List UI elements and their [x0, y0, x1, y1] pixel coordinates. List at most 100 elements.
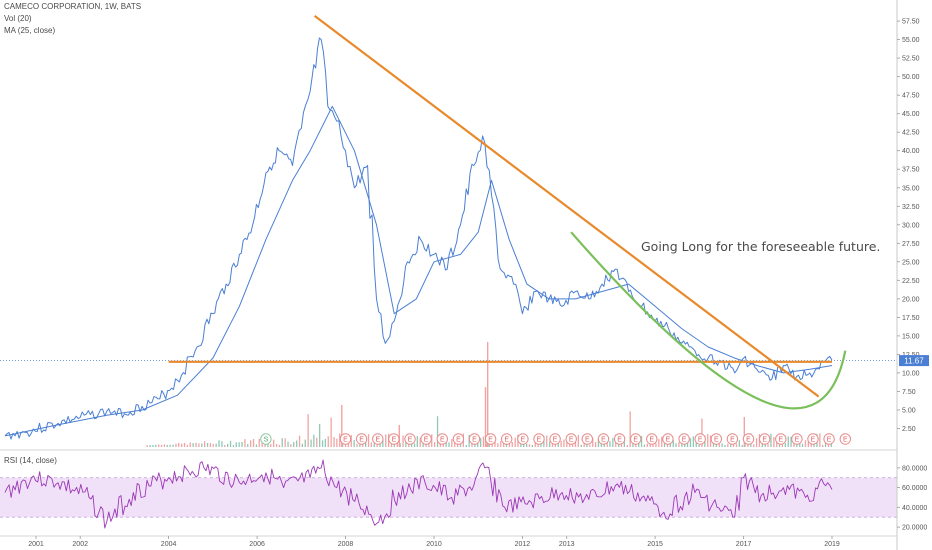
volume-bar: [181, 443, 183, 447]
volume-bar: [310, 439, 312, 447]
volume-bar: [799, 441, 801, 447]
earnings-event-marker: [613, 433, 626, 445]
volume-bar: [258, 438, 260, 447]
trend-line-descending: [313, 15, 820, 398]
volume-bar: [350, 435, 352, 447]
earnings-event-letter: E: [585, 437, 590, 444]
rsi-tick-label: 80.0000: [902, 465, 927, 472]
volume-bar: [402, 435, 404, 447]
volume-bar: [313, 434, 315, 447]
volume-bar: [609, 441, 611, 447]
earnings-event-letter: E: [569, 437, 574, 444]
volume-bar: [431, 434, 433, 447]
x-tick-label: 2001: [28, 541, 44, 548]
volume-bar: [278, 444, 281, 447]
y-tick-label: 15.00: [902, 333, 920, 340]
volume-bar: [238, 442, 240, 447]
volume-bar: [247, 443, 249, 447]
volume-bar: [221, 441, 223, 447]
volume-bar: [186, 444, 189, 447]
volume-bar: [485, 443, 487, 447]
legend-rsi: RSI (14, close): [4, 456, 57, 465]
volume-bar: [307, 414, 309, 447]
earnings-event-letter: E: [424, 437, 429, 444]
volume-bar: [229, 440, 232, 447]
x-tick-label: 2019: [824, 541, 840, 548]
rsi-line: [4, 459, 833, 529]
earnings-event-marker: [533, 433, 545, 445]
volume-bar: [201, 443, 203, 447]
earnings-event-letter: E: [649, 437, 654, 444]
volume-bar: [592, 438, 594, 447]
volume-bar: [531, 445, 533, 447]
volume-bar: [692, 436, 694, 447]
volume-bar: [701, 418, 703, 447]
earnings-event-letter: E: [504, 437, 509, 444]
volume-bar: [767, 443, 769, 447]
volume-bar: [209, 443, 212, 447]
earnings-event-letter: E: [795, 437, 800, 444]
split-event-marker: [260, 433, 272, 445]
earnings-event-marker: [759, 433, 771, 445]
x-tick-label: 2002: [72, 541, 88, 548]
y-tick-label: 10.00: [902, 370, 920, 377]
volume-bar: [721, 443, 723, 447]
volume-bar: [566, 438, 568, 447]
x-tick-label: 2015: [647, 541, 663, 548]
rsi-tick-label: 20.0000: [902, 525, 927, 532]
volume-bar: [790, 436, 792, 447]
y-tick-label: 50.00: [902, 74, 920, 81]
volume-bar: [192, 443, 194, 447]
volume-bar: [416, 436, 418, 447]
volume-bar: [304, 439, 306, 447]
earnings-event-marker: [436, 433, 448, 445]
y-tick-label: 40.00: [902, 148, 920, 155]
volume-bar: [801, 443, 804, 447]
earnings-event-letter: E: [521, 437, 526, 444]
volume-bar: [689, 438, 692, 447]
rsi-tick-label: 40.0000: [902, 505, 927, 512]
volume-bar: [166, 444, 168, 447]
volume-bar: [727, 443, 729, 447]
rsi-tick-label: 60.0000: [902, 485, 927, 492]
volume-bar: [528, 444, 531, 447]
volume-bar: [804, 440, 807, 447]
volume-bar: [735, 443, 738, 447]
volume-bar: [353, 440, 355, 447]
earnings-event-marker: [501, 433, 513, 445]
volume-bar: [158, 444, 160, 447]
volume-bar: [376, 444, 378, 447]
earnings-event-marker: [775, 433, 787, 445]
volume-bar: [250, 440, 252, 447]
volume-bar: [241, 442, 243, 447]
ma-line: [4, 105, 833, 437]
earnings-event-marker: [630, 433, 642, 445]
earnings-event-letter: E: [488, 437, 493, 444]
earnings-event-marker: [694, 433, 706, 445]
volume-bar: [195, 442, 197, 447]
volume-bar: [336, 438, 338, 447]
volume-bar: [163, 444, 166, 447]
volume-bar: [482, 436, 485, 447]
earnings-event-marker: [420, 433, 432, 445]
volume-bar: [232, 445, 235, 447]
volume-bar: [626, 445, 628, 447]
volume-bar: [413, 443, 416, 447]
volume-bar: [275, 444, 278, 447]
x-tick-label: 2004: [161, 541, 177, 548]
series-lines: [4, 15, 847, 529]
volume-bar: [724, 445, 726, 447]
volume-bar: [204, 441, 206, 447]
earnings-event-letter: E: [698, 437, 703, 444]
volume-bar: [255, 444, 258, 447]
y-tick-label: 32.50: [902, 204, 920, 211]
volume-bar: [743, 417, 745, 447]
volume-bar: [227, 443, 229, 447]
volume-bar: [252, 439, 255, 447]
y-tick-label: 47.50: [902, 93, 920, 100]
earnings-event-marker: [388, 433, 400, 445]
volume-bar: [586, 442, 588, 447]
volume-bar: [646, 443, 648, 447]
